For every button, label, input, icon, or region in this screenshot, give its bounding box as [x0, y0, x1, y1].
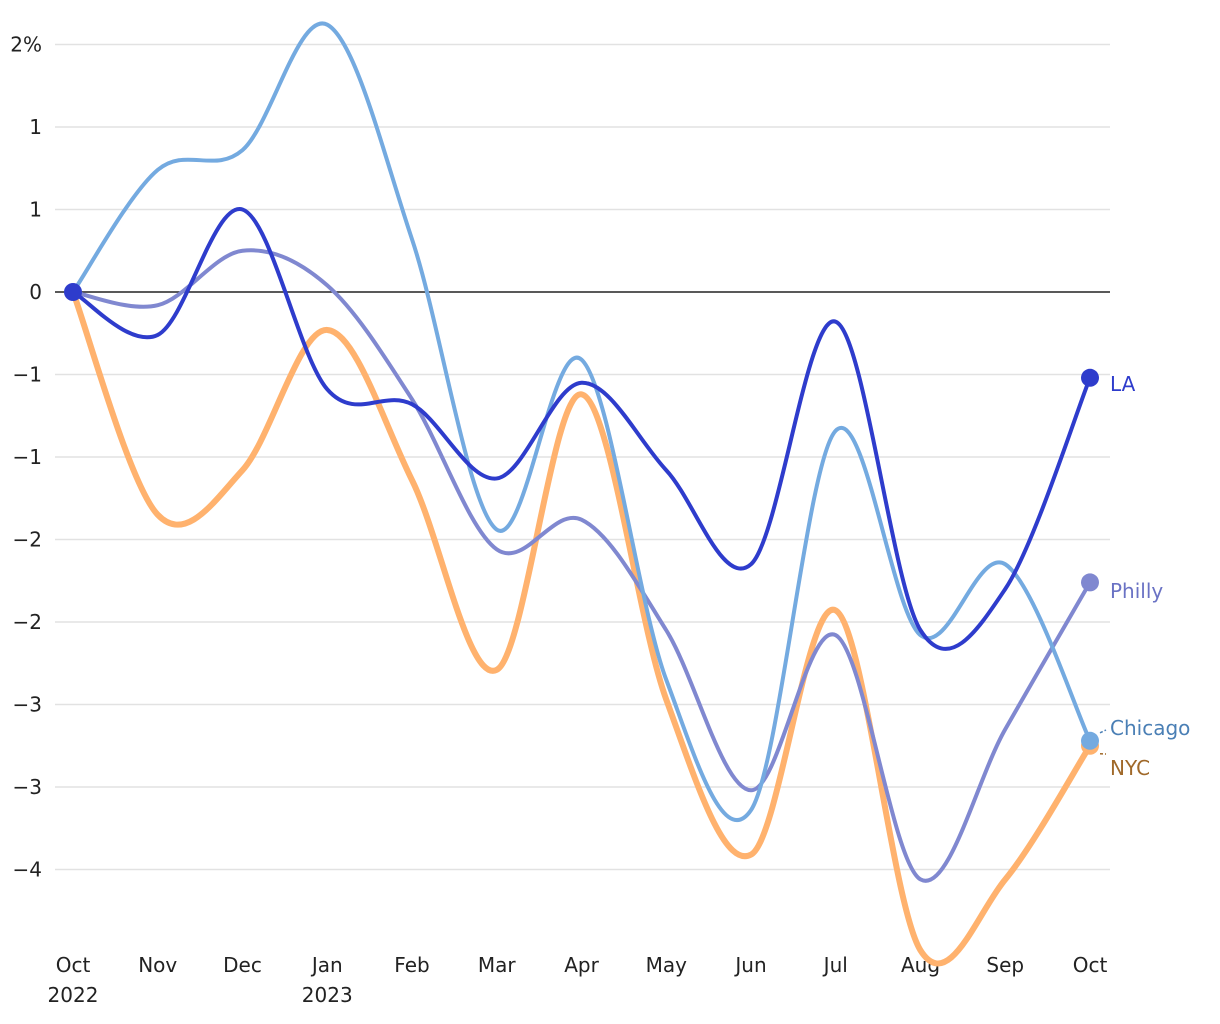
- series-line: [73, 292, 1090, 963]
- series-line: [73, 209, 1090, 649]
- y-tick-label: 0: [29, 280, 42, 304]
- series-label: NYC: [1110, 756, 1150, 780]
- y-tick-label: 2%: [10, 33, 42, 57]
- end-dot: [1081, 732, 1099, 750]
- y-tick-label: −3: [13, 693, 42, 717]
- x-tick-label: Jul: [822, 953, 848, 977]
- x-year-label: 2023: [302, 983, 353, 1007]
- end-dot: [1081, 369, 1099, 387]
- y-tick-label: −2: [13, 610, 42, 634]
- y-tick-label: −2: [13, 528, 42, 552]
- y-tick-label: 1: [29, 198, 42, 222]
- end-dot: [1081, 573, 1099, 591]
- x-tick-label: Apr: [564, 953, 599, 977]
- start-dot: [64, 283, 82, 301]
- x-tick-label: Nov: [138, 953, 177, 977]
- series-label: Chicago: [1110, 716, 1190, 740]
- x-tick-label: Mar: [478, 953, 517, 977]
- x-year-label: 2022: [48, 983, 99, 1007]
- x-tick-label: Sep: [986, 953, 1024, 977]
- x-tick-label: Oct: [56, 953, 91, 977]
- x-tick-label: Oct: [1073, 953, 1108, 977]
- x-tick-label: Jun: [733, 953, 766, 977]
- series-line: [73, 23, 1090, 820]
- x-tick-label: Feb: [394, 953, 429, 977]
- y-tick-label: 1: [29, 115, 42, 139]
- series-label: Philly: [1110, 579, 1163, 603]
- leader-line: [1100, 730, 1106, 733]
- x-tick-label: Dec: [223, 953, 262, 977]
- y-tick-label: −3: [13, 775, 42, 799]
- series-label: LA: [1110, 372, 1136, 396]
- x-tick-label: May: [646, 953, 688, 977]
- y-tick-label: −1: [13, 445, 42, 469]
- y-tick-label: −4: [13, 858, 42, 882]
- y-tick-label: −1: [13, 363, 42, 387]
- x-tick-label: Jan: [310, 953, 343, 977]
